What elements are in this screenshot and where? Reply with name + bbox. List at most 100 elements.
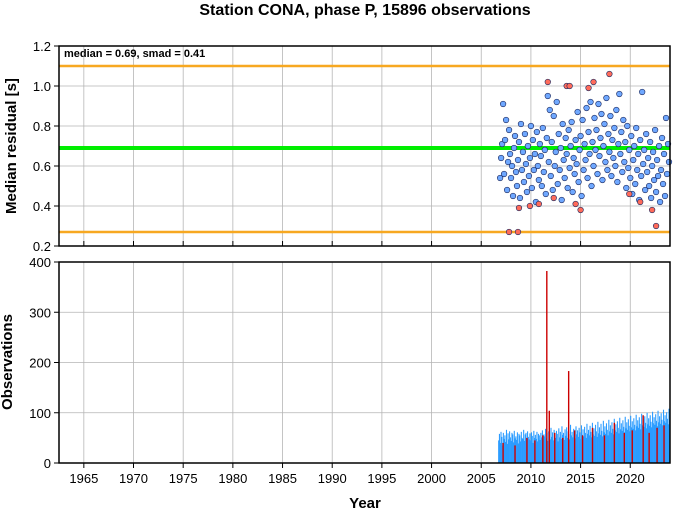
observation-bar (632, 428, 634, 463)
inlier-point (509, 192, 517, 200)
observation-bar (655, 414, 657, 463)
inlier-point (641, 146, 648, 154)
inlier-point (660, 150, 668, 158)
outlier-point (652, 222, 660, 230)
observation-bar (577, 430, 579, 463)
top-y-tick-label: 0.4 (33, 199, 51, 214)
inlier-point (530, 166, 537, 174)
inlier-point (564, 184, 571, 192)
inlier-point (538, 182, 545, 190)
inlier-point (531, 150, 538, 158)
inlier-point (599, 176, 606, 184)
inlier-point (521, 130, 529, 138)
observation-bar (596, 436, 598, 463)
observation-bar (612, 434, 615, 463)
inlier-point (548, 138, 555, 146)
inlier-point (578, 192, 585, 200)
inlier-point (587, 98, 594, 106)
observation-bar (628, 425, 630, 463)
inlier-point (582, 156, 589, 164)
observation-bar (566, 427, 568, 463)
observation-bar (520, 431, 522, 463)
inlier-point (571, 170, 578, 178)
observation-bar (622, 420, 624, 463)
inlier-point (611, 124, 618, 132)
inlier-point (650, 148, 657, 156)
observation-bar (618, 433, 620, 463)
observation-bar (599, 434, 601, 463)
inlier-point (625, 164, 632, 172)
observation-bar (645, 422, 647, 463)
observation-bar (512, 434, 514, 463)
observation-bar (585, 437, 587, 463)
observation-bar (516, 432, 518, 463)
inlier-point (588, 182, 595, 190)
observation-bar (523, 429, 525, 463)
observation-bar (528, 439, 530, 463)
inlier-point (508, 162, 516, 170)
bottom-x-tick-label: 1990 (318, 471, 347, 486)
observation-bar (569, 439, 571, 463)
inlier-point (503, 186, 511, 194)
inlier-point (575, 178, 582, 186)
observation-bar (605, 423, 608, 463)
observation-bar (505, 429, 508, 463)
observation-bar (665, 422, 667, 463)
bottom-y-tick-label: 300 (29, 305, 51, 320)
top-ticks: 0.2 0.4 0.6 0.8 1.0 1.2 (33, 39, 631, 254)
inlier-point (644, 168, 651, 176)
inlier-point (614, 178, 621, 186)
observation-bar (602, 436, 604, 463)
outlier-point (637, 198, 644, 206)
observation-bar (598, 427, 600, 463)
inlier-point (535, 176, 542, 184)
inlier-point (594, 170, 601, 178)
inlier-point (592, 146, 599, 154)
inlier-point (620, 116, 627, 124)
inlier-point (529, 136, 536, 144)
inlier-point (526, 154, 534, 162)
inlier-point (606, 148, 613, 156)
inlier-point (576, 146, 583, 154)
inlier-point (515, 138, 523, 146)
observation-bar (600, 423, 602, 463)
observation-bar (552, 440, 554, 463)
inlier-point (507, 174, 515, 182)
observation-bar (511, 432, 513, 463)
inlier-point (502, 116, 510, 124)
bottom-x-tick-label: 2005 (467, 471, 496, 486)
inlier-point (635, 150, 642, 158)
inlier-point (543, 134, 550, 142)
inlier-point (561, 174, 568, 182)
inlier-point (643, 130, 650, 138)
observation-bar (560, 438, 562, 463)
observation-bar (508, 439, 510, 463)
inlier-point (500, 170, 508, 178)
inlier-point (651, 176, 658, 184)
observation-bar (563, 439, 565, 463)
inlier-point (651, 126, 659, 134)
observation-bar (535, 438, 537, 463)
inlier-point (616, 90, 623, 98)
observation-bar (573, 428, 575, 463)
inlier-point (603, 94, 610, 102)
observation-bar (557, 441, 559, 463)
inlier-point (596, 152, 603, 160)
bottom-x-tick-label: 1965 (69, 471, 98, 486)
chart-title: Station CONA, phase P, 15896 observation… (199, 2, 530, 19)
outlier-point (544, 78, 551, 86)
inlier-point (618, 128, 625, 136)
observation-bar (608, 419, 610, 463)
observation-bar (579, 432, 581, 463)
observation-bar (591, 437, 593, 463)
outlier-point (577, 206, 584, 214)
observation-bar (555, 430, 558, 463)
inlier-point (556, 166, 563, 174)
top-y-tick-label: 1.0 (33, 79, 51, 94)
observation-bar (621, 430, 623, 463)
inlier-point (584, 174, 591, 182)
observation-bar (666, 412, 668, 463)
bottom-x-tick-label: 2015 (566, 471, 595, 486)
observation-bar (595, 424, 597, 463)
inlier-point (534, 162, 541, 170)
